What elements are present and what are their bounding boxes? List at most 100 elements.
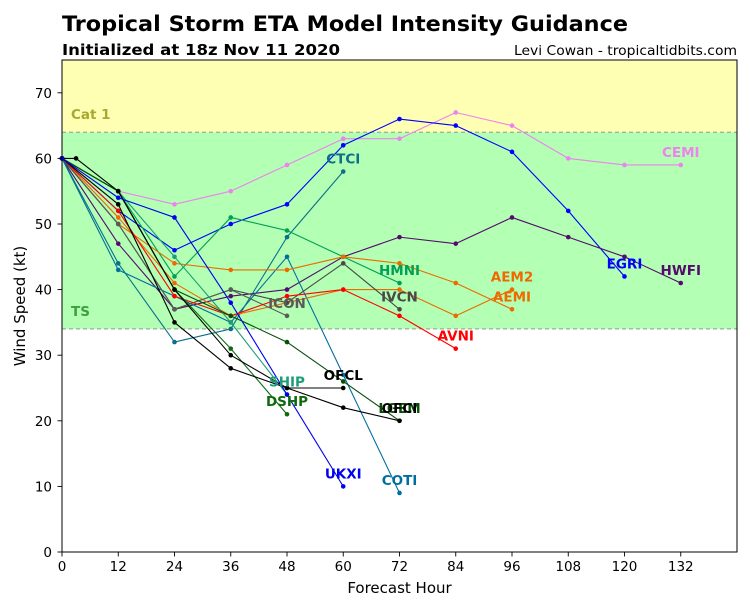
series-point-ofci-12 <box>115 202 121 207</box>
series-point-avni-60 <box>340 287 346 292</box>
band-label-ts: TS <box>71 304 90 320</box>
series-point-ship-24 <box>172 254 177 260</box>
series-point-aemi-60 <box>340 254 346 260</box>
x-axis: 0 12 24 36 48 60 72 84 96 108 120 132 <box>58 552 694 575</box>
series-point-icon-36 <box>228 287 234 292</box>
series-line-ukxi <box>61 157 344 487</box>
credit-text: Levi Cowan - tropicaltidbits.com <box>514 43 737 59</box>
series-point-cemi-108 <box>565 156 571 161</box>
y-tick-label-70: 70 <box>35 86 52 102</box>
series-point-coti-72 <box>397 490 402 496</box>
series-line-cemi <box>61 111 681 205</box>
model-series <box>59 110 684 496</box>
series-point-cemi-24 <box>172 202 177 207</box>
x-tick-label-132: 132 <box>668 559 694 575</box>
x-tick-label-120: 120 <box>612 559 638 575</box>
chart-subtitle: Initialized at 18z Nov 11 2020 <box>62 41 340 59</box>
series-point-egri-36 <box>228 221 234 227</box>
series-point-egri-72 <box>397 116 402 122</box>
series-point-ofci-24 <box>172 320 177 325</box>
series-point-icon-24 <box>172 306 177 312</box>
y-tick-label-30: 30 <box>35 348 52 364</box>
series-point-aemi-24 <box>172 261 177 266</box>
series-point-aemi-72 <box>397 261 402 266</box>
series-point-hwfi-12 <box>115 241 121 246</box>
series-point-lgem-48 <box>284 339 290 345</box>
series-point-ship-36 <box>228 320 234 325</box>
model-series-labels: CEMI EGRI HWFI CTCI COTI HMNI AEMI AEM2 IVCN ICON… <box>266 145 701 489</box>
series-point-cemi-72 <box>397 136 402 142</box>
series-label-ivcn: IVCN <box>381 289 418 305</box>
series-line-hwfi <box>61 158 681 310</box>
x-tick-label-24: 24 <box>166 559 183 575</box>
series-point-hmni-48 <box>284 228 290 233</box>
series-point-ivcn-72 <box>397 306 402 312</box>
series-point-cemi-84 <box>453 110 459 115</box>
series-label-icon: ICON <box>268 296 306 312</box>
x-tick-label-12: 12 <box>110 559 127 575</box>
x-tick-label-72: 72 <box>391 559 408 575</box>
series-point-egri-120 <box>622 274 627 279</box>
series-point-ivcn-48 <box>284 300 290 306</box>
series-point-avni-48 <box>284 293 290 299</box>
series-label-lgem: LGEM <box>378 401 420 417</box>
series-point-ofci-36 <box>228 366 234 371</box>
series-point-icon-48 <box>284 313 290 319</box>
series-point-ofcl-24 <box>172 287 177 292</box>
y-tick-label-40: 40 <box>35 283 52 299</box>
series-point-coti-12 <box>115 267 121 273</box>
series-label-avni: AVNI <box>438 329 474 345</box>
x-tick-label-108: 108 <box>555 559 581 575</box>
series-label-ukxi: UKXI <box>325 466 362 482</box>
series-point-egri-60 <box>340 142 346 148</box>
series-point-hmni-72 <box>397 280 402 286</box>
series-point-hwfi-72 <box>397 234 402 240</box>
series-point-cemi-48 <box>284 162 290 168</box>
series-point-aemi-84 <box>453 280 459 286</box>
series-point-egri-108 <box>565 208 571 214</box>
series-point-aemi-48 <box>284 267 290 273</box>
series-point-cemi-36 <box>228 188 234 194</box>
series-point-cemi-60 <box>340 136 346 142</box>
x-tick-label-0: 0 <box>58 559 67 575</box>
series-cemi <box>59 110 684 207</box>
y-axis-label: Wind Speed (kt) <box>11 246 29 367</box>
series-label-hmni: HMNI <box>379 263 420 279</box>
series-point-hwfi-36 <box>228 293 234 299</box>
series-point-ofci-60 <box>340 405 346 410</box>
x-tick-label-96: 96 <box>503 559 520 575</box>
series-point-lgem-36 <box>228 313 234 319</box>
x-tick-label-36: 36 <box>222 559 239 575</box>
series-point-ofcl-12 <box>115 188 121 194</box>
series-point-egri-48 <box>284 202 290 207</box>
series-point-aemi-96 <box>509 306 515 312</box>
series-line-ctci <box>61 158 344 343</box>
series-point-avni-72 <box>397 313 402 319</box>
series-point-hwfi-96 <box>509 215 515 220</box>
series-point-icon-12 <box>115 221 121 227</box>
series-point-egri-84 <box>453 123 459 128</box>
series-point-coti-60 <box>340 372 346 378</box>
series-point-aem2-72 <box>397 287 402 292</box>
series-point-cemi-96 <box>509 123 515 128</box>
series-point-hmni-24 <box>172 274 177 279</box>
series-label-aem2: AEM2 <box>491 270 534 286</box>
series-point-hwfi-120 <box>622 254 627 260</box>
series-label-ship: SHIP <box>269 375 305 391</box>
series-label-ofci: OFCI <box>382 401 418 417</box>
series-point-aem2-84 <box>453 313 459 319</box>
series-label-egri: EGRI <box>607 256 643 272</box>
series-point-cemi-132 <box>678 162 684 168</box>
series-point-ukxi-48 <box>284 392 290 397</box>
y-tick-label-10: 10 <box>35 479 52 495</box>
y-tick-label-0: 0 <box>43 545 52 561</box>
series-label-ctci: CTCI <box>326 152 360 168</box>
series-point-ctci-24 <box>172 339 177 345</box>
series-point-ofcl-48 <box>284 385 290 391</box>
series-point-dshp-48 <box>284 411 290 417</box>
series-point-dshp-36 <box>228 346 234 351</box>
series-label-cemi: CEMI <box>662 145 700 161</box>
series-point-ctci-48 <box>284 234 290 240</box>
series-point-ivcn-60 <box>340 261 346 266</box>
